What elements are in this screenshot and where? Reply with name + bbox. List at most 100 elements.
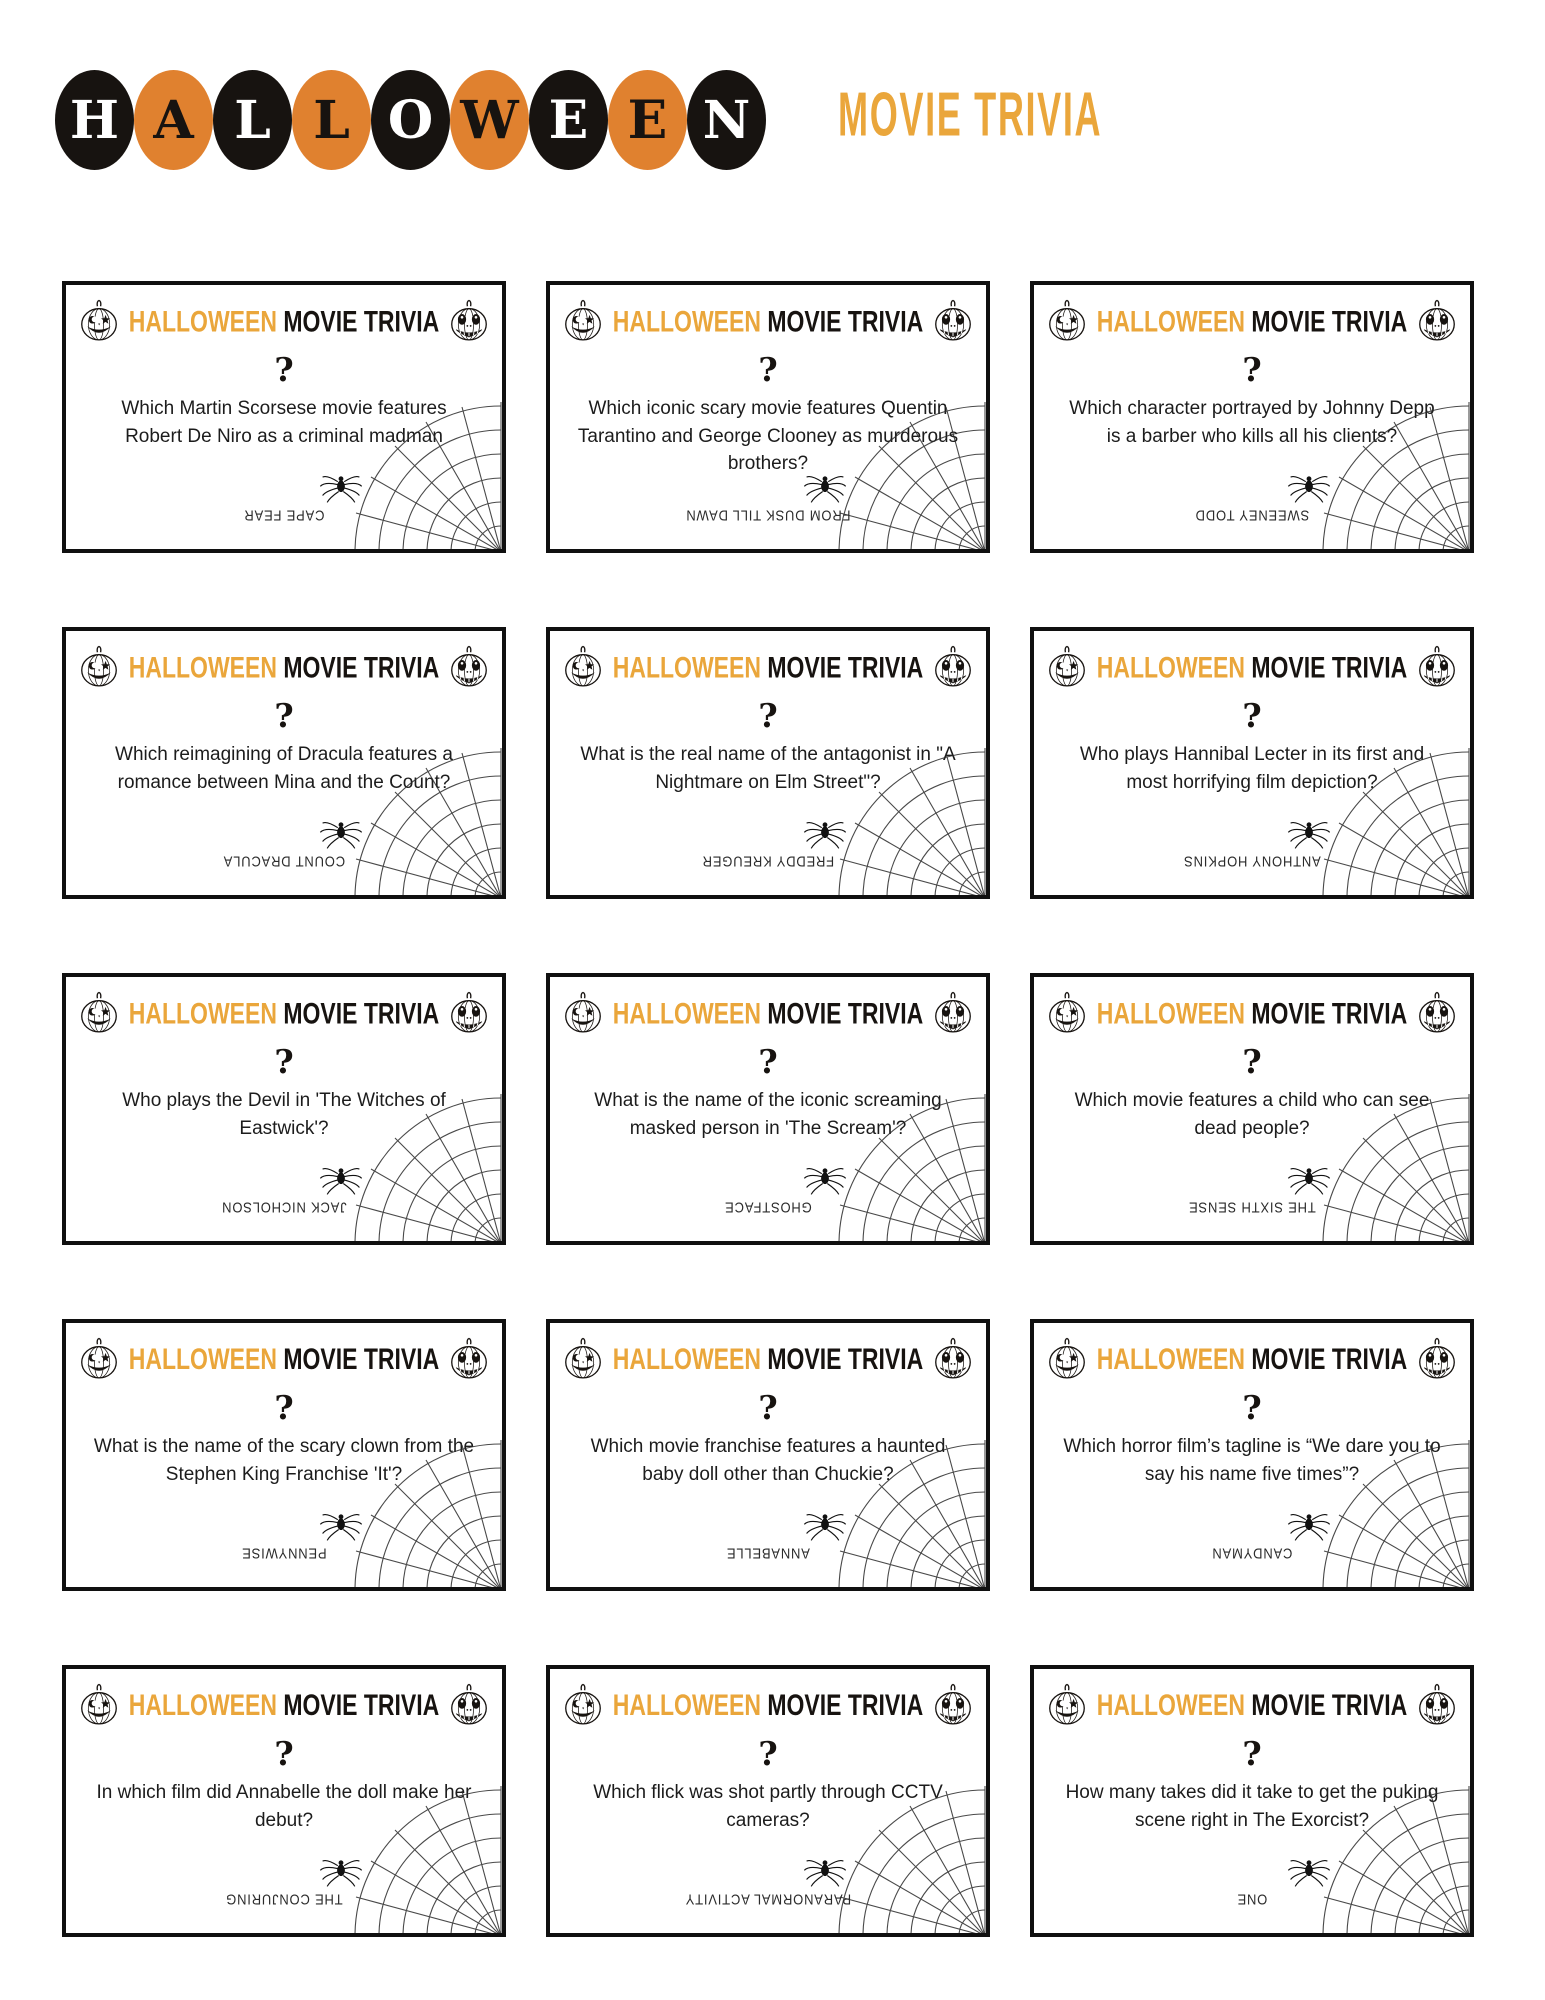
trivia-card: HALLOWEEN MOVIE TRIVIA ? What is the nam…: [62, 1319, 506, 1591]
question-mark-icon: ?: [274, 1734, 294, 1773]
spiderweb-icon: [838, 402, 986, 549]
question-text: Which movie features a child who can see…: [1074, 1090, 1430, 1139]
pumpkin-happy-star-eye-icon: [564, 645, 601, 687]
movie-trivia-label: MOVIE TRIVIA: [283, 303, 440, 338]
card-title: HALLOWEEN MOVIE TRIVIA: [129, 1341, 440, 1376]
question-text: Who plays Hannibal Lecter in its first a…: [1079, 744, 1425, 793]
card-header: HALLOWEEN MOVIE TRIVIA: [1034, 644, 1470, 690]
movie-trivia-label: MOVIE TRIVIA: [1251, 649, 1408, 684]
movie-trivia-title: MOVIE TRIVIA: [838, 80, 1103, 150]
pumpkin-happy-star-eye-icon: [1048, 1337, 1085, 1379]
question-text: What is the name of the scary clown from…: [93, 1436, 475, 1485]
card-header: HALLOWEEN MOVIE TRIVIA: [66, 298, 502, 344]
spider-icon: [319, 475, 363, 503]
card-title: HALLOWEEN MOVIE TRIVIA: [613, 1687, 924, 1722]
pumpkin-scary-skull-icon: [451, 645, 488, 687]
pumpkin-scary-skull-icon: [935, 1683, 972, 1725]
title-letter-circle: A: [134, 70, 213, 170]
halloween-label: HALLOWEEN: [1096, 1341, 1245, 1376]
card-title: HALLOWEEN MOVIE TRIVIA: [613, 649, 924, 684]
question-text: Which flick was shot partly through CCTV…: [593, 1782, 943, 1831]
pumpkin-happy-star-eye-icon: [80, 299, 117, 341]
trivia-card: HALLOWEEN MOVIE TRIVIA ? Which horror fi…: [1030, 1319, 1474, 1591]
movie-trivia-label: MOVIE TRIVIA: [283, 995, 440, 1030]
card-header: HALLOWEEN MOVIE TRIVIA: [1034, 990, 1470, 1036]
pumpkin-happy-star-eye-icon: [564, 1337, 601, 1379]
pumpkin-happy-star-eye-icon: [1048, 299, 1085, 341]
question-mark-icon: ?: [1242, 1042, 1262, 1081]
spider-icon: [319, 1859, 363, 1887]
pumpkin-happy-star-eye-icon: [564, 299, 601, 341]
halloween-label: HALLOWEEN: [1096, 995, 1245, 1030]
card-header: HALLOWEEN MOVIE TRIVIA: [1034, 1336, 1470, 1382]
movie-trivia-label: MOVIE TRIVIA: [767, 1341, 924, 1376]
spiderweb-icon: [1322, 1440, 1470, 1587]
pumpkin-happy-star-eye-icon: [1048, 991, 1085, 1033]
card-header: HALLOWEEN MOVIE TRIVIA: [66, 1336, 502, 1382]
halloween-label: HALLOWEEN: [612, 1341, 761, 1376]
trivia-card: HALLOWEEN MOVIE TRIVIA ? Which flick was…: [546, 1665, 990, 1937]
pumpkin-happy-star-eye-icon: [1048, 1683, 1085, 1725]
pumpkin-scary-skull-icon: [1419, 299, 1456, 341]
pumpkin-scary-skull-icon: [935, 645, 972, 687]
title-letter-circle: O: [371, 70, 450, 170]
question-mark-icon: ?: [758, 696, 778, 735]
title-letter-circle: L: [213, 70, 292, 170]
question-mark-icon: ?: [1242, 1734, 1262, 1773]
question-text: In which film did Annabelle the doll mak…: [96, 1782, 472, 1831]
trivia-card: HALLOWEEN MOVIE TRIVIA ? In which film d…: [62, 1665, 506, 1937]
card-title: HALLOWEEN MOVIE TRIVIA: [129, 649, 440, 684]
spider-icon: [803, 1859, 847, 1887]
question-mark-icon: ?: [758, 1734, 778, 1773]
question-mark-icon: ?: [1242, 350, 1262, 389]
pumpkin-scary-skull-icon: [1419, 1683, 1456, 1725]
card-header: HALLOWEEN MOVIE TRIVIA: [550, 644, 986, 690]
halloween-label: HALLOWEEN: [128, 995, 277, 1030]
card-title: HALLOWEEN MOVIE TRIVIA: [1097, 1687, 1408, 1722]
movie-trivia-label: MOVIE TRIVIA: [767, 1687, 924, 1722]
halloween-label: HALLOWEEN: [612, 303, 761, 338]
trivia-card: HALLOWEEN MOVIE TRIVIA ? Who plays the D…: [62, 973, 506, 1245]
title-letter-circle: E: [529, 70, 608, 170]
question-mark-icon: ?: [758, 1042, 778, 1081]
spiderweb-icon: [354, 1094, 502, 1241]
movie-trivia-label: MOVIE TRIVIA: [1251, 1341, 1408, 1376]
trivia-card: HALLOWEEN MOVIE TRIVIA ? Who plays Hanni…: [1030, 627, 1474, 899]
question-text: Which Martin Scorsese movie features Rob…: [121, 398, 447, 447]
card-title: HALLOWEEN MOVIE TRIVIA: [613, 1341, 924, 1376]
question-text: How many takes did it take to get the pu…: [1065, 1782, 1439, 1831]
card-header: HALLOWEEN MOVIE TRIVIA: [550, 298, 986, 344]
spiderweb-icon: [354, 748, 502, 895]
spiderweb-icon: [838, 1094, 986, 1241]
question-text: Who plays the Devil in 'The Witches of E…: [122, 1090, 446, 1139]
card-grid: HALLOWEEN MOVIE TRIVIA ? Which Martin Sc…: [62, 281, 1474, 1937]
card-title: HALLOWEEN MOVIE TRIVIA: [1097, 649, 1408, 684]
pumpkin-happy-star-eye-icon: [80, 1683, 117, 1725]
title-letter-circle: E: [608, 70, 687, 170]
pumpkin-scary-skull-icon: [451, 1683, 488, 1725]
pumpkin-happy-star-eye-icon: [80, 645, 117, 687]
trivia-card: HALLOWEEN MOVIE TRIVIA ? Which movie fea…: [1030, 973, 1474, 1245]
spiderweb-icon: [1322, 748, 1470, 895]
spiderweb-icon: [838, 1440, 986, 1587]
trivia-card: HALLOWEEN MOVIE TRIVIA ? What is the nam…: [546, 973, 990, 1245]
title-letter-circle: N: [687, 70, 766, 170]
movie-trivia-label: MOVIE TRIVIA: [767, 995, 924, 1030]
movie-trivia-label: MOVIE TRIVIA: [1251, 1687, 1408, 1722]
pumpkin-happy-star-eye-icon: [80, 1337, 117, 1379]
trivia-card: HALLOWEEN MOVIE TRIVIA ? How many takes …: [1030, 1665, 1474, 1937]
question-text: Which iconic scary movie features Quenti…: [577, 398, 959, 475]
card-title: HALLOWEEN MOVIE TRIVIA: [129, 303, 440, 338]
spider-icon: [1287, 1513, 1331, 1541]
card-title: HALLOWEEN MOVIE TRIVIA: [129, 1687, 440, 1722]
title-letter-circle: L: [292, 70, 371, 170]
card-title: HALLOWEEN MOVIE TRIVIA: [613, 995, 924, 1030]
halloween-label: HALLOWEEN: [128, 303, 277, 338]
halloween-label: HALLOWEEN: [612, 995, 761, 1030]
pumpkin-scary-skull-icon: [451, 1337, 488, 1379]
card-header: HALLOWEEN MOVIE TRIVIA: [550, 1336, 986, 1382]
halloween-label: HALLOWEEN: [1096, 303, 1245, 338]
pumpkin-scary-skull-icon: [935, 1337, 972, 1379]
